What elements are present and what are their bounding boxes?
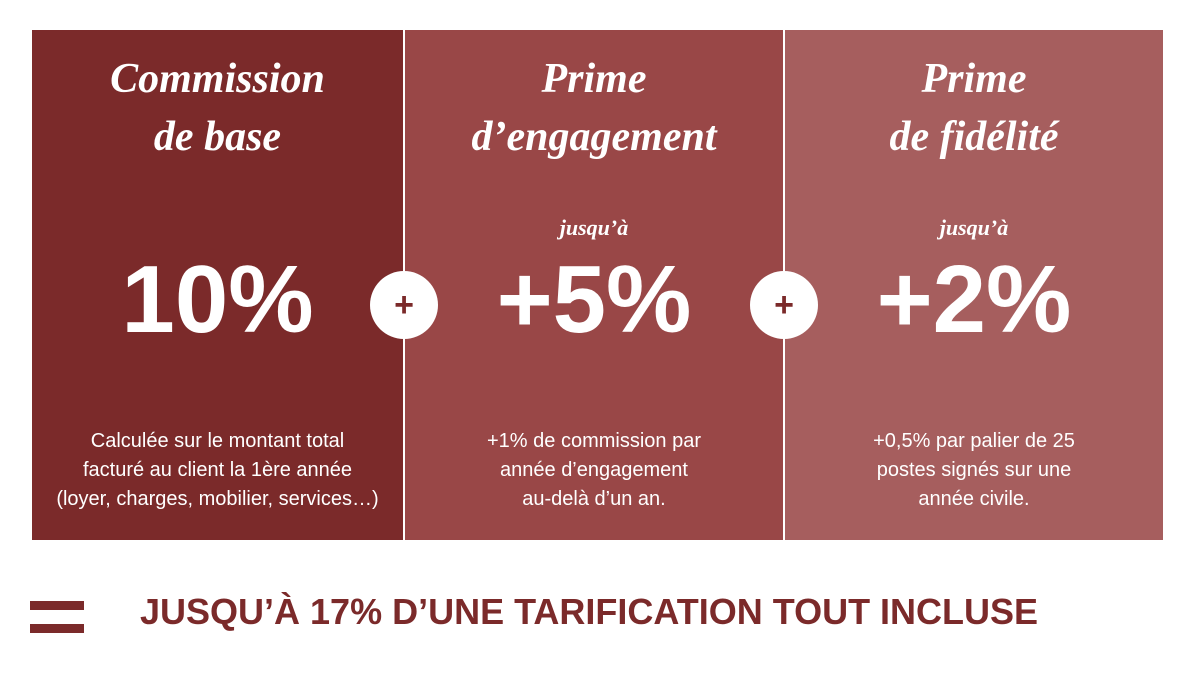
panel: Prime de fidélité jusqu’à +2% +0,5% par pali…	[785, 30, 1163, 540]
panel-title: Prime	[541, 56, 647, 102]
footer: JUSQU’À 17% D’UNE TARIFICATION TOUT INCL…	[140, 591, 1039, 632]
operator-circle: +	[370, 271, 438, 339]
panel-title: d’engagement	[471, 114, 717, 160]
panel: Prime d’engagement jusqu’à +5% +1% de commis…	[405, 30, 783, 540]
panel-title: Prime	[921, 56, 1027, 102]
panel-value: +2%	[876, 246, 1072, 353]
equals-bar	[30, 601, 84, 610]
panel-value: +5%	[496, 246, 692, 353]
panel-description: au-delà d’un an.	[522, 488, 666, 510]
operator-circle: +	[750, 271, 818, 339]
panel-prefix: jusqu’à	[559, 215, 629, 240]
panel-value: 10%	[121, 246, 314, 353]
panel-description: facturé au client la 1ère année	[82, 459, 353, 481]
panel: Commission de base 10% Calculée sur le mont…	[32, 30, 403, 540]
panel-description: +0,5% par palier de 25	[873, 430, 1075, 452]
panel-title: de base	[153, 114, 282, 160]
panel-prefix: jusqu’à	[939, 215, 1009, 240]
equals-bar	[30, 624, 84, 633]
panel-description: +1% de commission par	[487, 430, 701, 452]
panel-description: année civile.	[918, 488, 1030, 510]
panel-title: Commission	[110, 56, 325, 102]
panel-description: (loyer, charges, mobilier, services…)	[56, 488, 379, 510]
panel-title: de fidélité	[889, 114, 1059, 160]
panel-description: année d’engagement	[500, 459, 688, 481]
panel-description: Calculée sur le montant total	[90, 430, 345, 452]
panel-description: postes signés sur une	[876, 459, 1072, 481]
